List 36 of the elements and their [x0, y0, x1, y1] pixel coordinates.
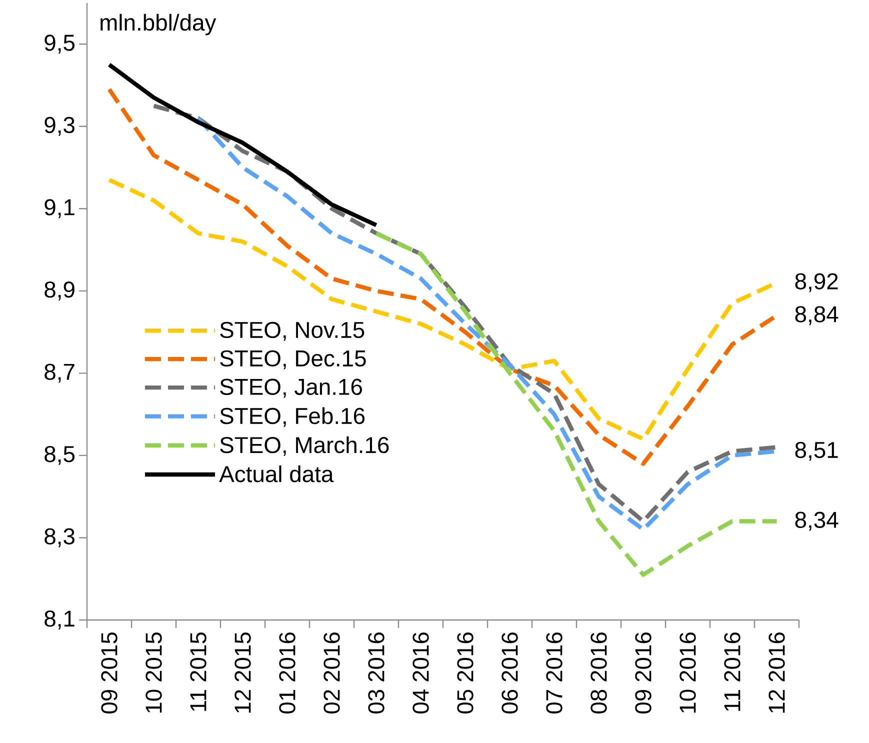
legend-label: STEO, Nov.15 — [220, 322, 364, 341]
y-axis-title: mln.bbl/day — [100, 14, 216, 36]
legend-label: STEO, Feb.16 — [220, 407, 365, 427]
x-tick-label: 10 2015 — [146, 632, 162, 713]
annotation: 8,34 — [795, 512, 838, 531]
x-tick-label: 04 2016 — [412, 632, 429, 714]
x-tick-label: 09 2015 — [101, 632, 118, 714]
legend-label: STEO, March.16 — [220, 436, 389, 456]
x-tick-label: 09 2016 — [635, 632, 652, 714]
x-tick-label: 11 2016 — [724, 632, 740, 711]
x-tick-label: 01 2016 — [279, 632, 296, 714]
x-tick-label: 11 2015 — [190, 632, 206, 711]
y-tick-label: 8,9 — [44, 281, 74, 300]
line-series — [107, 62, 378, 228]
annotation: 8,84 — [795, 306, 838, 326]
annotation: 8,51 — [795, 442, 838, 461]
legend-label: STEO, Jan.16 — [220, 378, 362, 398]
y-tick-label: 9,3 — [44, 116, 74, 136]
x-tick-label: 06 2016 — [502, 632, 518, 714]
x-tick-label: 07 2016 — [546, 632, 562, 714]
x-tick-label: 12 2016 — [768, 632, 785, 713]
legend-label: Actual data — [219, 465, 334, 482]
y-tick-label: 9,1 — [44, 199, 74, 218]
y-tick-label: 8,5 — [44, 446, 75, 465]
annotation: 8,92 — [795, 273, 838, 292]
x-tick-label: 08 2016 — [590, 632, 607, 714]
legend-label: STEO, Dec.15 — [220, 350, 366, 370]
y-tick-label: 8,3 — [44, 528, 74, 548]
x-tick-label: 05 2016 — [457, 632, 474, 714]
x-tick-label: 10 2016 — [680, 632, 696, 713]
x-tick-label: 03 2016 — [368, 632, 384, 714]
y-tick-label: 8,7 — [44, 364, 74, 383]
y-tick-label: 8,1 — [44, 610, 74, 630]
x-tick-label: 12 2015 — [234, 632, 251, 713]
y-tick-label: 9,5 — [44, 34, 75, 54]
x-tick-label: 02 2016 — [324, 632, 340, 714]
